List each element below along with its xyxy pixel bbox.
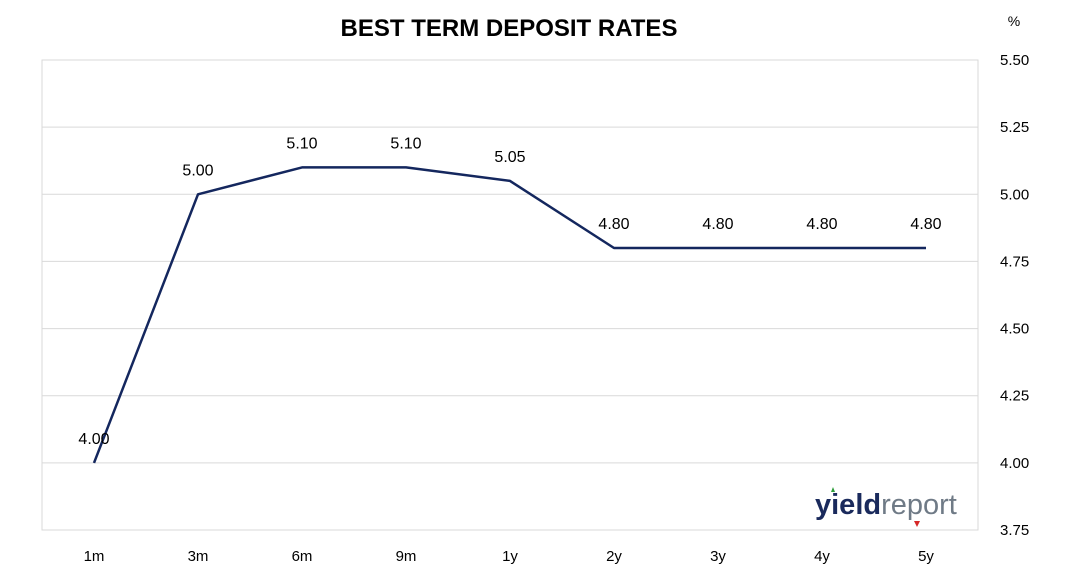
x-tick-label: 3m [188, 548, 209, 565]
x-tick-label: 3y [710, 548, 726, 565]
svg-text:yieldreport: yieldreport [815, 489, 957, 521]
data-label: 4.80 [806, 216, 837, 233]
data-label: 4.80 [910, 216, 941, 233]
logo-down-arrow-icon [914, 521, 920, 527]
y-tick-label: 5.00 [1000, 186, 1029, 203]
data-label: 5.10 [286, 135, 317, 152]
y-tick-label: 5.50 [1000, 52, 1029, 69]
y-tick-label: 4.75 [1000, 253, 1029, 270]
logo-text-yield: yield [815, 489, 881, 521]
x-tick-label: 1y [502, 548, 518, 565]
y-axis-unit: % [1008, 13, 1020, 29]
data-label: 5.00 [182, 162, 213, 179]
x-axis-ticks: 1m 3m 6m 9m 1y 2y 3y 4y 5y [84, 548, 935, 565]
y-tick-label: 4.25 [1000, 388, 1029, 405]
data-label: 4.00 [78, 431, 109, 448]
logo-up-arrow-icon [831, 487, 835, 492]
x-tick-label: 2y [606, 548, 622, 565]
x-tick-label: 4y [814, 548, 830, 565]
y-tick-label: 4.00 [1000, 455, 1029, 472]
chart-title: BEST TERM DEPOSIT RATES [341, 15, 678, 42]
x-tick-label: 5y [918, 548, 934, 565]
plot-area-border [41, 59, 979, 531]
series-line-group [92, 166, 926, 464]
series-line [92, 166, 926, 464]
data-label: 5.10 [390, 135, 421, 152]
data-label: 5.05 [494, 149, 525, 166]
x-tick-label: 6m [292, 548, 313, 565]
logo-text-report: report [881, 489, 957, 521]
x-tick-label: 1m [84, 548, 105, 565]
data-label: 4.80 [702, 216, 733, 233]
y-axis-ticks: 3.75 4.00 4.25 4.50 4.75 5.00 5.25 5.50 [1000, 52, 1029, 539]
data-labels: 4.00 5.00 5.10 5.10 5.05 4.80 4.80 4.80 4.80 [78, 135, 941, 447]
y-tick-label: 5.25 [1000, 119, 1029, 136]
x-tick-label: 9m [396, 548, 417, 565]
yieldreport-logo: yieldreport [815, 487, 957, 527]
data-label: 4.80 [598, 216, 629, 233]
y-tick-label: 4.50 [1000, 321, 1029, 338]
y-tick-label: 3.75 [1000, 522, 1029, 539]
